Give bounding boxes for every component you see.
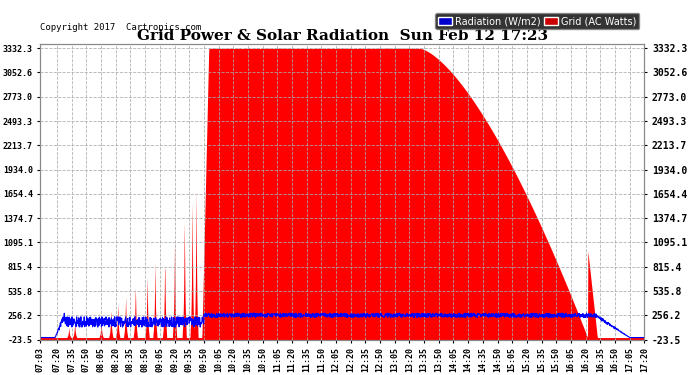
Title: Grid Power & Solar Radiation  Sun Feb 12 17:23: Grid Power & Solar Radiation Sun Feb 12 …: [137, 28, 548, 43]
Legend: Radiation (W/m2), Grid (AC Watts): Radiation (W/m2), Grid (AC Watts): [435, 13, 640, 29]
Text: Copyright 2017  Cartronics.com: Copyright 2017 Cartronics.com: [41, 23, 201, 32]
